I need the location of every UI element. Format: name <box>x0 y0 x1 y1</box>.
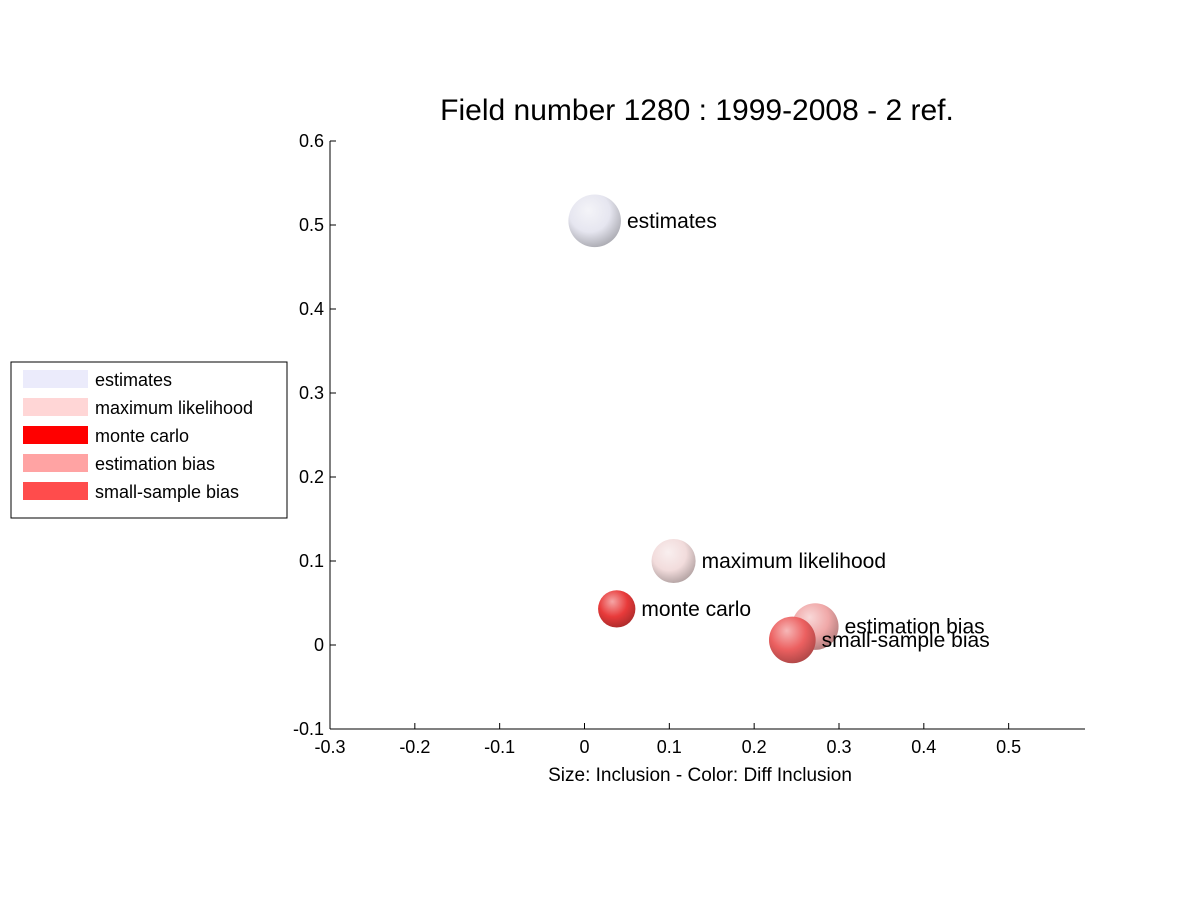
legend-swatch <box>23 482 88 500</box>
legend-swatch <box>23 426 88 444</box>
x-tick-label: 0.1 <box>657 737 682 757</box>
legend-swatch <box>23 398 88 416</box>
legend-label: small-sample bias <box>95 482 239 502</box>
x-tick-label: -0.2 <box>399 737 430 757</box>
y-tick-label: 0.3 <box>299 383 324 403</box>
x-tick-label: -0.1 <box>484 737 515 757</box>
y-tick-label: 0.1 <box>299 551 324 571</box>
x-tick-label: 0.5 <box>996 737 1021 757</box>
x-axis-label: Size: Inclusion - Color: Diff Inclusion <box>548 765 852 786</box>
chart-title: Field number 1280 : 1999-2008 - 2 ref. <box>440 94 954 127</box>
point-label: monte carlo <box>641 598 751 621</box>
legend-swatch <box>23 370 88 388</box>
x-tick-label: 0.4 <box>911 737 936 757</box>
data-point <box>769 616 816 664</box>
point-label: small-sample bias <box>822 629 990 652</box>
x-tick-label: 0.2 <box>742 737 767 757</box>
y-tick-label: 0.6 <box>299 131 324 151</box>
point-label: estimates <box>627 210 717 233</box>
legend-label: estimation bias <box>95 454 215 474</box>
x-tick-label: 0 <box>579 737 589 757</box>
data-point <box>598 590 636 628</box>
legend: estimates maximum likelihood monte carlo es… <box>10 361 288 519</box>
legend-label: estimates <box>95 370 172 390</box>
y-tick-label: 0.5 <box>299 215 324 235</box>
legend-label: monte carlo <box>95 426 189 446</box>
axes: -0.1 0 0.1 0.2 0.3 0.4 0.5 0.6 -0.3 -0.2 -0.1 0 0.1 0… <box>293 131 1085 757</box>
y-tick-label: 0.4 <box>299 299 324 319</box>
point-label: estimation bias <box>845 616 985 639</box>
point-labels: estimates maximum likelihood monte carlo es… <box>627 210 990 652</box>
y-tick-label: 0.2 <box>299 467 324 487</box>
data-point <box>568 194 621 248</box>
data-point <box>651 538 696 584</box>
point-label: maximum likelihood <box>702 550 886 573</box>
legend-label: maximum likelihood <box>95 398 253 418</box>
y-tick-label: -0.1 <box>293 719 324 739</box>
legend-swatch <box>23 454 88 472</box>
x-tick-label: 0.3 <box>826 737 851 757</box>
data-points <box>568 194 839 664</box>
x-tick-label: -0.3 <box>314 737 345 757</box>
y-tick-label: 0 <box>314 635 324 655</box>
